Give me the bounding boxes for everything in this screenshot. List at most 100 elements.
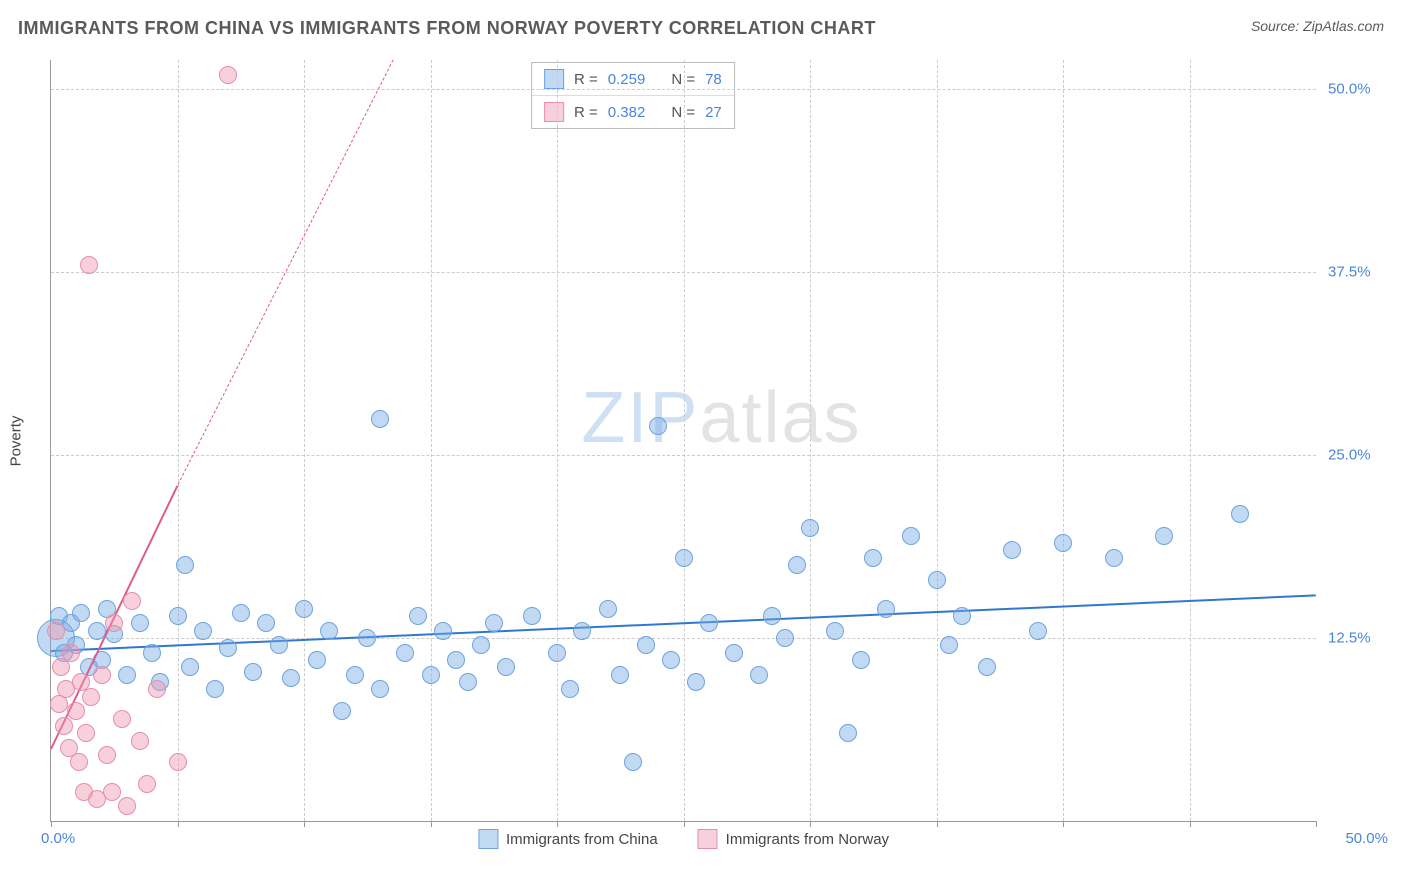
x-tick-mark bbox=[810, 821, 811, 827]
data-point bbox=[1029, 622, 1047, 640]
data-point bbox=[396, 644, 414, 662]
data-point bbox=[308, 651, 326, 669]
data-point bbox=[346, 666, 364, 684]
legend-correlation-row: R =0.259N =78 bbox=[532, 63, 734, 96]
x-tick-mark bbox=[304, 821, 305, 827]
data-point bbox=[928, 571, 946, 589]
gridline-v bbox=[178, 60, 179, 821]
data-point bbox=[1155, 527, 1173, 545]
legend-series-item: Immigrants from China bbox=[478, 829, 658, 849]
data-point bbox=[434, 622, 452, 640]
data-point bbox=[55, 717, 73, 735]
data-point bbox=[320, 622, 338, 640]
x-tick-mark bbox=[178, 821, 179, 827]
data-point bbox=[687, 673, 705, 691]
data-point bbox=[978, 658, 996, 676]
data-point bbox=[422, 666, 440, 684]
data-point bbox=[548, 644, 566, 662]
data-point bbox=[902, 527, 920, 545]
data-point bbox=[62, 644, 80, 662]
data-point bbox=[138, 775, 156, 793]
data-point bbox=[700, 614, 718, 632]
y-tick-label: 25.0% bbox=[1328, 447, 1388, 464]
data-point bbox=[131, 732, 149, 750]
data-point bbox=[148, 680, 166, 698]
y-tick-label: 12.5% bbox=[1328, 630, 1388, 647]
data-point bbox=[82, 688, 100, 706]
source-label: Source: ZipAtlas.com bbox=[1251, 18, 1384, 34]
data-point bbox=[371, 410, 389, 428]
data-point bbox=[270, 636, 288, 654]
x-tick-mark bbox=[431, 821, 432, 827]
data-point bbox=[194, 622, 212, 640]
watermark-zip: ZIP bbox=[581, 378, 699, 458]
data-point bbox=[497, 658, 515, 676]
data-point bbox=[282, 669, 300, 687]
legend-swatch bbox=[698, 829, 718, 849]
data-point bbox=[181, 658, 199, 676]
data-point bbox=[118, 797, 136, 815]
r-label: R = bbox=[574, 71, 598, 88]
data-point bbox=[839, 724, 857, 742]
data-point bbox=[662, 651, 680, 669]
data-point bbox=[624, 753, 642, 771]
data-point bbox=[750, 666, 768, 684]
x-tick-mark bbox=[684, 821, 685, 827]
legend-series-label: Immigrants from China bbox=[506, 831, 658, 848]
legend-swatch bbox=[478, 829, 498, 849]
gridline-v bbox=[431, 60, 432, 821]
x-tick-mark bbox=[1063, 821, 1064, 827]
data-point bbox=[485, 614, 503, 632]
x-axis-max-label: 50.0% bbox=[1345, 830, 1388, 847]
data-point bbox=[77, 724, 95, 742]
data-point bbox=[244, 663, 262, 681]
data-point bbox=[93, 666, 111, 684]
gridline-v bbox=[684, 60, 685, 821]
data-point bbox=[98, 746, 116, 764]
legend-series-label: Immigrants from Norway bbox=[726, 831, 889, 848]
x-tick-mark bbox=[51, 821, 52, 827]
data-point bbox=[295, 600, 313, 618]
legend-correlation-row: R =0.382N =27 bbox=[532, 96, 734, 128]
data-point bbox=[953, 607, 971, 625]
data-point bbox=[169, 753, 187, 771]
gridline-v bbox=[1190, 60, 1191, 821]
data-point bbox=[788, 556, 806, 574]
gridline-v bbox=[304, 60, 305, 821]
r-value: 0.259 bbox=[608, 71, 646, 88]
data-point bbox=[826, 622, 844, 640]
data-point bbox=[523, 607, 541, 625]
data-point bbox=[472, 636, 490, 654]
r-label: R = bbox=[574, 104, 598, 121]
x-tick-mark bbox=[557, 821, 558, 827]
data-point bbox=[852, 651, 870, 669]
x-tick-mark bbox=[1190, 821, 1191, 827]
y-axis-label: Poverty bbox=[8, 416, 25, 467]
legend-series-item: Immigrants from Norway bbox=[698, 829, 889, 849]
data-point bbox=[123, 592, 141, 610]
legend-swatch bbox=[544, 69, 564, 89]
data-point bbox=[599, 600, 617, 618]
data-point bbox=[143, 644, 161, 662]
data-point bbox=[447, 651, 465, 669]
data-point bbox=[67, 702, 85, 720]
x-axis-min-label: 0.0% bbox=[41, 830, 75, 847]
data-point bbox=[675, 549, 693, 567]
data-point bbox=[459, 673, 477, 691]
data-point bbox=[219, 639, 237, 657]
y-tick-label: 37.5% bbox=[1328, 264, 1388, 281]
data-point bbox=[573, 622, 591, 640]
data-point bbox=[131, 614, 149, 632]
legend-correlation: R =0.259N =78R =0.382N =27 bbox=[531, 62, 735, 129]
data-point bbox=[333, 702, 351, 720]
plot-region: ZIPatlas R =0.259N =78R =0.382N =27 Immi… bbox=[50, 60, 1316, 822]
data-point bbox=[80, 256, 98, 274]
n-value: 78 bbox=[705, 71, 722, 88]
data-point bbox=[206, 680, 224, 698]
data-point bbox=[219, 66, 237, 84]
data-point bbox=[232, 604, 250, 622]
data-point bbox=[118, 666, 136, 684]
x-tick-mark bbox=[1316, 821, 1317, 827]
data-point bbox=[877, 600, 895, 618]
data-point bbox=[1105, 549, 1123, 567]
